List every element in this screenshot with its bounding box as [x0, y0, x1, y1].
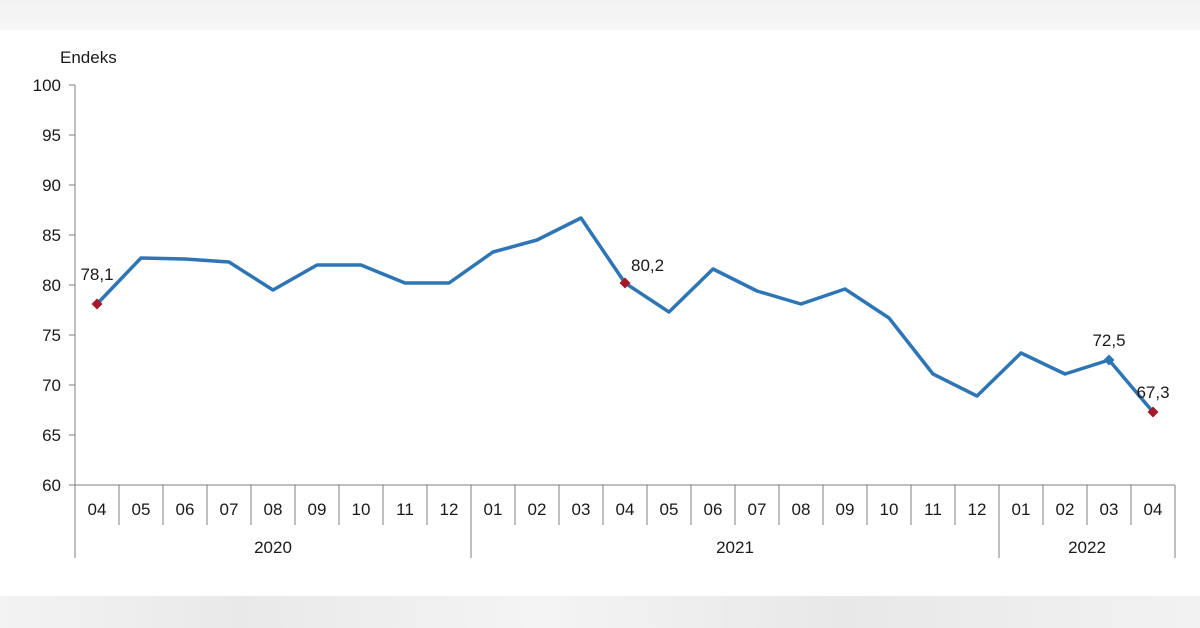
x-tick-label: 03 — [572, 500, 591, 519]
x-tick-label: 08 — [264, 500, 283, 519]
data-point-marker — [1103, 354, 1115, 366]
x-tick-label: 07 — [748, 500, 767, 519]
y-tick-label: 95 — [42, 126, 61, 145]
x-tick-label: 04 — [88, 500, 107, 519]
data-label: 80,2 — [631, 256, 664, 275]
x-tick-label: 05 — [132, 500, 151, 519]
y-tick-label: 90 — [42, 176, 61, 195]
x-tick-label: 12 — [968, 500, 987, 519]
x-tick-label: 08 — [792, 500, 811, 519]
x-tick-label: 04 — [1144, 500, 1163, 519]
x-tick-label: 12 — [440, 500, 459, 519]
x-tick-label: 10 — [352, 500, 371, 519]
y-tick-label: 65 — [42, 426, 61, 445]
x-tick-label: 11 — [396, 500, 414, 519]
series-layer — [95, 216, 1155, 414]
x-tick-label: 09 — [308, 500, 327, 519]
x-tick-label: 01 — [1012, 500, 1031, 519]
x-tick-label: 06 — [176, 500, 195, 519]
x-year-label: 2022 — [1068, 538, 1106, 557]
y-tick-label: 70 — [42, 376, 61, 395]
data-label: 72,5 — [1092, 331, 1125, 350]
x-tick-label: 10 — [880, 500, 899, 519]
x-tick-label: 05 — [660, 500, 679, 519]
data-label: 67,3 — [1136, 383, 1169, 402]
x-tick-label: 02 — [1056, 500, 1075, 519]
x-year-label: 2021 — [716, 538, 754, 557]
x-tick-label: 09 — [836, 500, 855, 519]
data-point-marker — [1147, 406, 1159, 418]
y-tick-label: 80 — [42, 276, 61, 295]
y-tick-label: 60 — [42, 476, 61, 495]
x-tick-label: 11 — [924, 500, 942, 519]
x-tick-label: 03 — [1100, 500, 1119, 519]
data-point-marker — [91, 298, 103, 310]
top-border-band — [0, 0, 1200, 30]
y-axis-title: Endeks — [60, 48, 117, 67]
x-tick-label: 04 — [616, 500, 635, 519]
bottom-border-band — [0, 596, 1200, 628]
annotation-layer: 78,1 80,2 72,5 67,3 — [80, 256, 1170, 418]
y-tick-label: 75 — [42, 326, 61, 345]
data-label: 78,1 — [80, 265, 113, 284]
series-line — [95, 216, 1155, 414]
x-tick-label: 02 — [528, 500, 547, 519]
data-point-marker — [619, 277, 631, 289]
x-tick-label: 06 — [704, 500, 723, 519]
x-year-label: 2020 — [254, 538, 292, 557]
y-tick-label: 85 — [42, 226, 61, 245]
x-tick-label: 07 — [220, 500, 239, 519]
x-tick-label: 01 — [484, 500, 503, 519]
y-tick-label: 100 — [33, 76, 61, 95]
y-axis: 100 95 90 85 80 75 70 65 60 — [33, 76, 76, 495]
x-axis: 04 05 06 07 08 09 10 11 12 01 02 03 04 05 06 07 08 09 10 11… — [74, 484, 1176, 558]
